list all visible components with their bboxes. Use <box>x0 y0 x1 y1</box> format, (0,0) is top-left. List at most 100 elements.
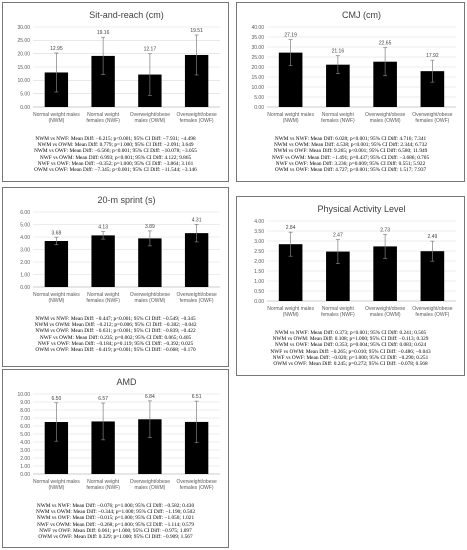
stat-line: OWM vs OWF: Mean Diff: −7.345; p<0.001; … <box>34 167 197 174</box>
value-label: 12.17 <box>144 47 157 53</box>
panel-cmj: CMJ (cm) 0.00 5.00 10.00 15.00 20.00 25.00 30.0… <box>236 2 465 182</box>
bar <box>91 235 115 287</box>
x-tick-label: Normal weight males <box>33 292 80 298</box>
chart-title: 20-m sprint (s) <box>97 195 155 205</box>
value-label: 27.19 <box>284 33 297 39</box>
x-tick-label: Normal weight males <box>33 479 80 485</box>
stats-20m-sprint: NWM vs NWF: Mean Diff: −0.447; p<0.001; … <box>5 316 226 353</box>
bar <box>138 238 162 287</box>
y-tick-label: 3.00 <box>20 247 30 253</box>
x-tick-label: Normal weight males <box>33 112 80 118</box>
chart-20m-sprint: 20-m sprint (s) 0.00 1.00 2.00 3.00 4.00 5.00 6… <box>20 195 220 304</box>
value-label: 4.31 <box>192 217 202 223</box>
x-tick-label: Overweight/obese <box>365 306 406 312</box>
stat-line: OWM vs OWF: Mean Diff: 0.329; p=1.000; 9… <box>38 534 193 541</box>
y-tick-label: 0.00 <box>254 105 264 111</box>
value-label: 2.84 <box>286 225 296 231</box>
x-tick-label: females (NWF) <box>86 298 120 304</box>
value-label: 2.73 <box>380 227 390 233</box>
stat-line: NWF vs OWM: Mean Diff: 6.993; p<0.001; 9… <box>39 154 192 161</box>
stat-line: OWM vs OWF: Mean Diff: 0.245; p=0.272; 9… <box>273 361 428 368</box>
y-tick-label: 15.00 <box>17 65 30 71</box>
stat-line: NWF vs OWF: Mean Diff: −0.184; p=0.119; … <box>37 340 194 347</box>
chart-cmj: CMJ (cm) 0.00 5.00 10.00 15.00 20.00 25.00 30.0… <box>251 10 456 124</box>
x-tick-label: Overweight/obese <box>412 112 453 118</box>
stats-amd: NWM vs NWF: Mean Diff: −0.076; p=1.000; … <box>5 503 226 540</box>
y-tick-label: 1.00 <box>254 279 264 285</box>
bar <box>326 251 350 301</box>
value-label: 4.13 <box>98 225 108 231</box>
x-tick-label: females (OWF) <box>415 312 449 318</box>
x-tick-label: males (OWM) <box>370 312 401 318</box>
value-label: 6.51 <box>192 394 202 400</box>
x-tick-label: Overweight/obese <box>130 112 171 118</box>
x-tick-label: females (NWF) <box>321 118 355 124</box>
stat-line: NWM vs OWF: Mean Diff: 9.265; p<0.001; 9… <box>273 148 428 155</box>
bar <box>184 54 209 107</box>
chart-title: Physical Activity Level <box>317 204 405 214</box>
y-tick-label: 3.50 <box>254 229 264 235</box>
x-tick-label: males (OWM) <box>134 118 165 124</box>
y-tick-label: 10.00 <box>17 392 30 398</box>
x-tick-label: Normal weight <box>87 112 120 118</box>
stat-line: NWF vs OWF: Mean Diff: 3.236; p=0.009; 9… <box>275 160 426 167</box>
y-tick-label: 4.00 <box>20 235 30 241</box>
y-tick-label: 0.00 <box>20 105 30 111</box>
stat-line: NWM vs OWF: Mean Diff: −0.631; p<0.001; … <box>35 328 196 335</box>
y-tick-label: 25.00 <box>17 38 30 44</box>
y-tick-label: 30.00 <box>17 25 30 31</box>
bar <box>420 251 445 301</box>
x-tick-label: Overweight/obese <box>176 479 217 485</box>
y-tick-label: 35.00 <box>251 35 264 41</box>
x-tick-label: Overweight/obese <box>412 306 453 312</box>
x-tick-label: (NWM) <box>48 298 64 304</box>
stat-line: NWF vs OWF: Mean Diff: −0.020; p=1.000; … <box>272 354 429 361</box>
stat-line: NWM vs OWM: Mean Diff: −0.212; p=0.006; … <box>34 322 197 329</box>
y-tick-label: 10.00 <box>251 85 264 91</box>
x-tick-label: (NWM) <box>283 312 299 318</box>
x-tick-label: Normal weight <box>87 479 120 485</box>
y-tick-label: 30.00 <box>251 45 264 51</box>
bar <box>326 64 350 107</box>
bar <box>184 233 209 287</box>
y-tick-label: 2.50 <box>254 249 264 255</box>
value-label: 2.49 <box>428 234 438 240</box>
y-tick-label: 3.00 <box>20 448 30 454</box>
value-label: 12.95 <box>50 46 63 52</box>
x-tick-label: females (NWF) <box>86 118 120 124</box>
y-tick-label: 25.00 <box>251 55 264 61</box>
stat-line: NWM vs OWF: Mean Diff: −6.566; p<0.001; … <box>34 148 197 155</box>
value-label: 19.51 <box>190 28 203 34</box>
stat-line: NWM vs OWM: Mean Diff: 0.779; p=1.000; 9… <box>37 142 194 149</box>
y-tick-label: 1.50 <box>254 269 264 275</box>
stat-line: NWM vs NWF: Mean Diff: −0.076; p=1.000; … <box>36 503 195 509</box>
stat-line: NWM vs OWM: Mean Diff: −0.344; p=1.000; … <box>36 509 195 516</box>
panel-sit-and-reach: Sit-and-reach (cm) 0.00 5.00 10.00 15.00 20.0… <box>2 2 229 182</box>
chart-title: CMJ (cm) <box>342 10 381 20</box>
x-tick-label: (NWM) <box>283 118 299 124</box>
x-tick-label: females (OWF) <box>180 118 214 124</box>
value-label: 6.84 <box>145 394 155 400</box>
bar <box>138 419 162 474</box>
x-tick-label: males (OWM) <box>134 485 165 491</box>
y-tick-label: 2.00 <box>20 260 30 266</box>
x-tick-label: (NWM) <box>48 485 64 491</box>
stat-line: NWF vs OWF: Mean Diff: −0.352; p=1.000; … <box>37 160 194 167</box>
chart-title: Sit-and-reach (cm) <box>89 10 164 20</box>
value-label: 17.92 <box>426 53 439 59</box>
y-tick-label: 7.00 <box>20 416 30 422</box>
y-tick-label: 20.00 <box>251 65 264 71</box>
panel-physical-activity: Physical Activity Level 0.00 0.50 1.00 1.50 2… <box>236 196 465 376</box>
bar <box>184 421 209 474</box>
bar <box>91 421 115 474</box>
y-tick-label: 8.00 <box>20 408 30 414</box>
bar <box>44 422 69 474</box>
x-tick-label: Overweight/obese <box>130 292 171 298</box>
x-tick-label: Overweight/obese <box>176 292 217 298</box>
value-label: 6.50 <box>52 396 62 402</box>
y-tick-label: 5.00 <box>254 95 264 101</box>
value-label: 3.68 <box>52 230 62 236</box>
y-tick-label: 5.00 <box>20 432 30 438</box>
y-tick-label: 0.00 <box>20 472 30 478</box>
bar <box>278 52 303 107</box>
